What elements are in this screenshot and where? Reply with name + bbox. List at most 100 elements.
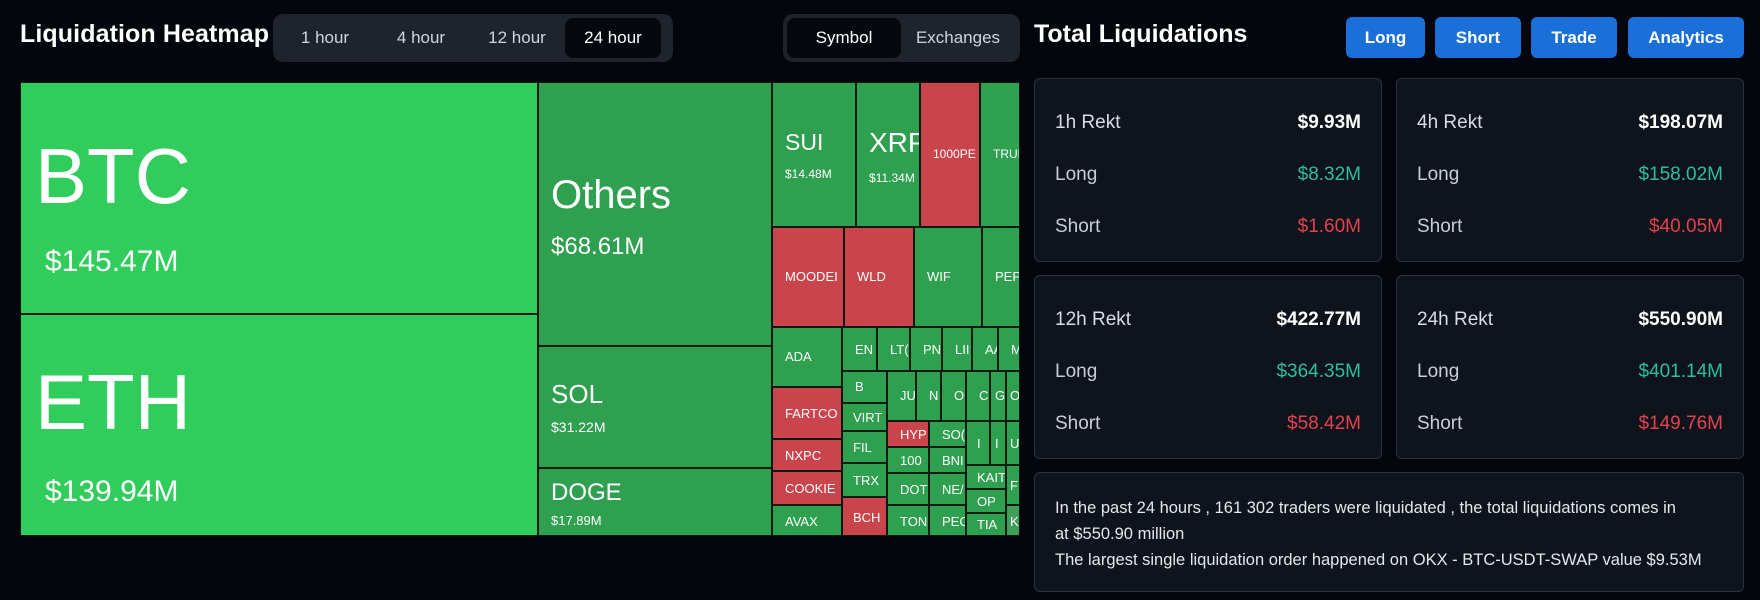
tile-nxpc[interactable]: NXPC [772,439,842,471]
tile-ju[interactable]: JU [887,371,916,421]
tile-symbol: BCH [853,510,881,525]
tile-fe[interactable]: FE [1006,465,1020,505]
short-value: $58.42M [1287,413,1361,434]
tile-others[interactable]: Others $68.61M [538,82,772,346]
tile-symbol: JU [900,388,916,403]
tile-trx[interactable]: TRX [842,463,887,497]
tile-n[interactable]: N [916,371,941,421]
tab-4-hour[interactable]: 4 hour [396,28,446,47]
card-total: $198.07M [1638,112,1723,133]
tile-1000pepe[interactable]: 1000PE [920,82,980,227]
analytics-button[interactable]: Analytics [1628,17,1744,58]
tile-dot[interactable]: DOT [887,473,929,505]
tab-1-hour[interactable]: 1 hour [300,28,350,47]
tile-symbol: NXPC [785,448,822,463]
tile-symbol: NE/ [942,482,964,497]
tab-exchanges[interactable]: Exchanges [915,28,1001,47]
tile-fil[interactable]: FIL [842,431,887,463]
tile-ton[interactable]: TON [887,505,929,536]
tile-symbol: DOT [900,482,928,497]
tile-i2[interactable]: I [990,421,1006,465]
tile-op[interactable]: OP [966,489,1006,513]
short-value: $149.76M [1638,413,1723,434]
tile-symbol: DOGE [551,479,622,506]
tile-ltc[interactable]: LT( [877,327,910,371]
tile-doge[interactable]: DOGE $17.89M [538,468,772,536]
tile-value: $17.89M [551,513,602,528]
tile-c[interactable]: C [966,371,990,421]
tile-fartcoin[interactable]: FARTCO [772,387,842,439]
tile-virt[interactable]: VIRT [842,403,887,431]
tile-symbol: COOKIE [785,481,836,496]
tile-symbol: C [979,388,989,403]
tile-hyp[interactable]: HYP [887,421,929,447]
tile-symbol: FARTCO [785,406,838,421]
tile-value: $139.94M [45,475,179,508]
tile-symbol: O [954,388,965,403]
long-label: Long [1055,164,1098,185]
tile-symbol: 1000PE [933,147,976,161]
tile-moodeng[interactable]: MOODEI [772,227,844,327]
tile-link[interactable]: LII [942,327,972,371]
tile-near[interactable]: NE/ [929,473,966,505]
tile-pec[interactable]: PEC [929,505,966,536]
summary-line: In the past 24 hours , 161 302 traders w… [1055,499,1676,517]
tile-ki[interactable]: KI [1006,505,1020,536]
tile-symbol: KI [1010,514,1019,529]
card-label: 24h Rekt [1417,309,1494,330]
tile-symbol: ADA [785,349,812,364]
tile-symbol: TON [900,514,928,529]
card-label: 12h Rekt [1055,309,1132,330]
long-button[interactable]: Long [1346,17,1425,58]
tile-symbol: WLD [857,269,886,284]
short-button[interactable]: Short [1435,17,1521,58]
tile-symbol: KAIT [977,470,1006,485]
tile-ena[interactable]: EN [842,327,877,371]
tile-eth[interactable]: ETH $139.94M [20,314,538,536]
tile-o2[interactable]: O [1006,371,1020,421]
card-total: $550.90M [1638,309,1723,330]
tile-value: $68.61M [551,233,645,260]
tile-pnut[interactable]: PN [910,327,942,371]
tile-b[interactable]: B [842,371,887,403]
tile-pepe[interactable]: PEPE [982,227,1020,327]
tile-wif[interactable]: WIF [914,227,982,327]
tile-sol[interactable]: SOL $31.22M [538,346,772,468]
timeframe-tabs: 1 hour 4 hour 12 hour 24 hour [273,14,673,62]
tile-bnb[interactable]: BNI [929,447,966,473]
tile-i1[interactable]: I [966,421,990,465]
tile-g[interactable]: G [990,371,1006,421]
tile-sui[interactable]: SUI $14.48M [772,82,856,227]
tile-wld[interactable]: WLD [844,227,914,327]
trade-button[interactable]: Trade [1531,17,1617,58]
summary-line: The largest single liquidation order hap… [1055,551,1702,569]
rekt-card-4h: 4h Rekt $198.07M Long $158.02M Short $40… [1396,78,1744,262]
tile-kaito[interactable]: KAIT [966,465,1006,489]
tile-xrp[interactable]: XRP $11.34M [856,82,920,227]
tab-24-hour[interactable]: 24 hour [565,18,661,58]
tile-tia[interactable]: TIA [966,513,1006,536]
tile-avax[interactable]: AVAX [772,505,842,536]
tile-o1[interactable]: O [941,371,966,421]
tile-sol-small[interactable]: SO( [929,421,966,447]
tile-btc[interactable]: BTC $145.47M [20,82,538,314]
rekt-card-1h: 1h Rekt $9.93M Long $8.32M Short $1.60M [1034,78,1382,262]
tile-u[interactable]: U [1006,421,1020,465]
tile-1000x[interactable]: 100 [887,447,929,473]
tab-symbol[interactable]: Symbol [787,18,901,58]
tile-aave[interactable]: AA [972,327,998,371]
long-value: $364.35M [1276,361,1361,382]
tile-ada[interactable]: ADA [772,327,842,387]
tab-12-hour[interactable]: 12 hour [488,28,546,47]
tile-symbol: VIRT [853,410,883,425]
tile-mk[interactable]: MI [998,327,1020,371]
tile-symbol: HYP [900,427,927,442]
tile-bch[interactable]: BCH [842,497,887,536]
long-value: $8.32M [1297,164,1361,185]
rekt-card-24h: 24h Rekt $550.90M Long $401.14M Short $1… [1396,275,1744,459]
short-label: Short [1055,413,1101,434]
tile-cookie[interactable]: COOKIE [772,471,842,505]
total-liquidations-title: Total Liquidations [1034,20,1248,48]
long-label: Long [1055,361,1098,382]
